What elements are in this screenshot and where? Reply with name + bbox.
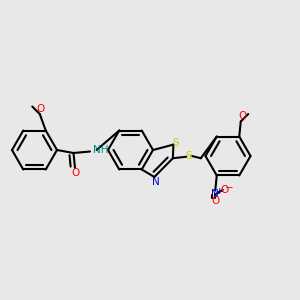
Text: S: S	[172, 138, 179, 148]
Text: O: O	[37, 104, 45, 114]
Text: N: N	[152, 177, 160, 188]
Text: O: O	[238, 111, 246, 121]
Text: NH: NH	[93, 145, 109, 155]
Text: −: −	[224, 183, 233, 193]
Text: N: N	[212, 189, 219, 199]
Text: S: S	[185, 151, 192, 161]
Text: O: O	[71, 168, 79, 178]
Text: +: +	[215, 187, 223, 196]
Text: O: O	[211, 196, 219, 206]
Text: O: O	[220, 185, 228, 195]
